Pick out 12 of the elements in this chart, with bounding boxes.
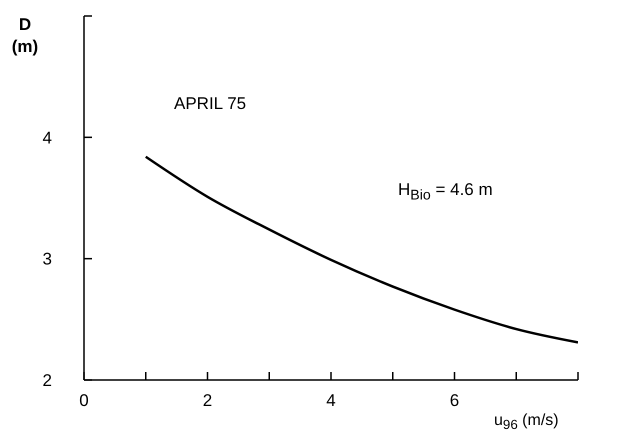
annotation: H$_{Bio}$ = 4.6 m xyxy=(398,180,493,204)
line-series xyxy=(144,155,578,344)
x-tick-label: 0 xyxy=(79,391,89,410)
x-axis-title: u$_{96}$ (m/s) xyxy=(494,412,559,432)
y-tick-label: 3 xyxy=(42,250,52,269)
annotation: APRIL 75 xyxy=(174,94,246,114)
x-tick-label: 4 xyxy=(326,391,336,410)
y-axis-title: D (m) xyxy=(10,14,40,58)
x-tick-label: 6 xyxy=(450,391,460,410)
y-tick-label: 4 xyxy=(42,128,52,148)
x-tick-label: 2 xyxy=(202,391,212,410)
y-tick-label: 2 xyxy=(42,371,52,390)
